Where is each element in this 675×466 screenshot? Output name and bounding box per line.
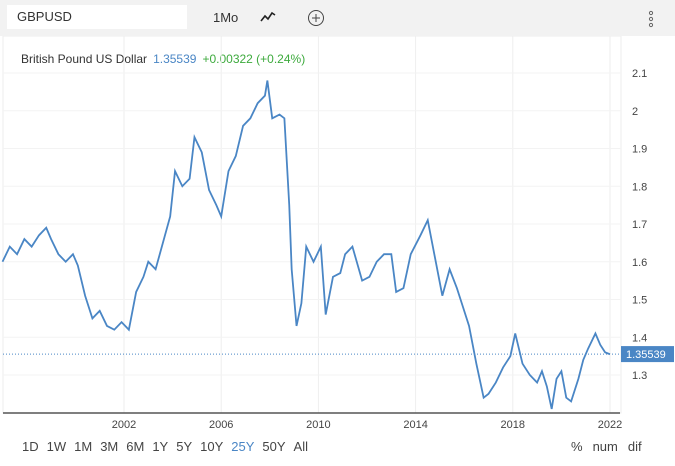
range-25y[interactable]: 25Y (231, 439, 255, 454)
x-tick-label: 2002 (112, 419, 136, 431)
symbol-input[interactable]: GBPUSD (7, 5, 187, 29)
x-tick-label: 2010 (306, 419, 330, 431)
price-chart[interactable]: 2002 2006 2010 2014 2018 2022 1.3 1.4 1.5 1.6 1.7 1… (0, 36, 675, 436)
range-3m[interactable]: 3M (100, 439, 119, 454)
y-tick-label: 1.3 (632, 370, 647, 382)
y-tick-label: 1.9 (632, 144, 647, 156)
x-tick-label: 2018 (501, 419, 525, 431)
range-1d[interactable]: 1D (22, 439, 39, 454)
x-tick-label: 2006 (209, 419, 233, 431)
y-tick-label: 1.6 (632, 257, 647, 269)
legend-price: 1.35539 (153, 52, 197, 66)
y-tick-label: 1.8 (632, 181, 647, 193)
mode-selector: % num dif (571, 439, 652, 454)
y-tick-label: 1.5 (632, 295, 647, 307)
last-price-badge (621, 346, 674, 363)
range-50y[interactable]: 50Y (262, 439, 286, 454)
range-6m[interactable]: 6M (126, 439, 145, 454)
x-tick-label: 2022 (598, 419, 622, 431)
y-tick-label: 1.4 (632, 332, 647, 344)
y-tick-label: 2.1 (632, 68, 647, 80)
y-tick-label: 2 (632, 106, 638, 118)
more-menu-icon[interactable] (647, 9, 655, 34)
legend-change: +0.00322 (+0.24%) (202, 52, 306, 66)
x-tick-label: 2014 (403, 419, 427, 431)
range-5y[interactable]: 5Y (176, 439, 193, 454)
mode-dif[interactable]: dif (627, 439, 642, 454)
range-all[interactable]: All (293, 439, 308, 454)
range-10y[interactable]: 10Y (200, 439, 224, 454)
legend-name: British Pound US Dollar (21, 52, 148, 66)
mode-num[interactable]: num (592, 439, 618, 454)
last-price-label: 1.35539 (626, 349, 666, 361)
range-1w[interactable]: 1W (46, 439, 67, 454)
series-line-gbpusd (1, 80, 611, 410)
add-compare-icon[interactable] (307, 9, 325, 32)
period-selector[interactable]: 1Mo (213, 10, 239, 25)
chart-legend: British Pound US Dollar 1.35539 +0.00322 (… (21, 52, 305, 66)
y-tick-label: 1.7 (632, 219, 647, 231)
toolbar: GBPUSD 1Mo (0, 0, 675, 36)
mode-percent[interactable]: % (571, 439, 583, 454)
range-1m[interactable]: 1M (74, 439, 93, 454)
range-1y[interactable]: 1Y (152, 439, 169, 454)
chart-type-line-icon[interactable] (259, 9, 277, 28)
range-selector: 1D 1W 1M 3M 6M 1Y 5Y 10Y 25Y 50Y All (22, 439, 316, 454)
